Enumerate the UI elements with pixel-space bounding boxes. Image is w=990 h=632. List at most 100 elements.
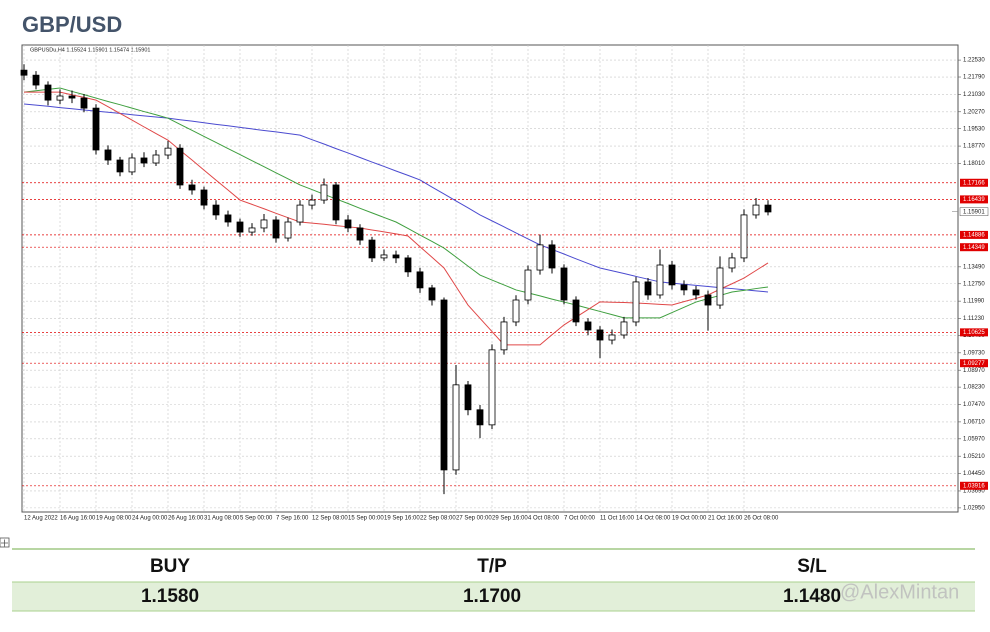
x-tick-label: 21 Oct 16:00 — [708, 516, 743, 522]
candle-body — [164, 147, 172, 156]
candle-body — [236, 221, 244, 233]
candle-body — [428, 287, 436, 301]
candle-body — [344, 219, 352, 229]
x-tick-label: 7 Sep 16:00 — [276, 516, 309, 522]
y-tick-label: 1.02950 — [963, 505, 985, 511]
y-tick-label: 1.06710 — [963, 419, 985, 425]
y-tick-label: 1.21790 — [963, 75, 985, 81]
candle-body — [200, 189, 208, 206]
candle-body — [392, 254, 400, 259]
candle-body — [248, 227, 256, 233]
level-label-box — [960, 178, 988, 187]
candle-body — [464, 384, 472, 411]
level-label-box — [960, 195, 988, 204]
candle-body — [212, 204, 220, 216]
x-tick-label: 4 Oct 08:00 — [528, 516, 560, 522]
candle-body — [188, 184, 196, 191]
y-tick-label: 1.09730 — [963, 350, 985, 356]
candle-body — [308, 199, 316, 206]
candle-body — [440, 299, 448, 471]
candle-body — [500, 321, 508, 351]
candle-body — [404, 257, 412, 273]
x-tick-label: 12 Sep 08:00 — [312, 516, 348, 522]
candle-body — [224, 214, 232, 223]
candle-body — [416, 271, 424, 289]
candle-body — [380, 254, 388, 259]
level-label: 1.14349 — [963, 245, 985, 251]
candle-body — [92, 107, 100, 151]
y-tick-label: 1.21030 — [963, 92, 985, 98]
y-tick-label: 1.11990 — [963, 299, 985, 305]
candle-body — [368, 239, 376, 259]
table-cell: 1.1480 — [783, 586, 841, 607]
y-tick-label: 1.20270 — [963, 109, 985, 115]
last-price-label: 1.15901 — [963, 209, 985, 215]
candle-body — [524, 269, 532, 301]
candle-body — [176, 147, 184, 186]
candle-body — [752, 204, 760, 216]
last-price-box — [959, 207, 989, 216]
level-label-box — [960, 328, 988, 337]
candle-body — [68, 95, 76, 99]
candle-body — [608, 334, 616, 341]
candle-body — [668, 264, 676, 286]
y-tick-label: 1.18010 — [963, 161, 985, 167]
y-tick-label: 1.11230 — [963, 316, 985, 322]
candle-body — [740, 214, 748, 259]
table-header: BUY — [150, 556, 190, 577]
candle-body — [488, 349, 496, 426]
candle-body — [32, 74, 40, 86]
candle-body — [116, 159, 124, 173]
level-label: 1.09277 — [963, 361, 985, 367]
x-tick-label: 14 Oct 08:00 — [636, 516, 671, 522]
move-handle — [0, 537, 10, 548]
candle-body — [356, 227, 364, 241]
level-label: 1.17166 — [963, 180, 985, 186]
y-tick-label: 1.13490 — [963, 264, 985, 270]
candle-body — [104, 149, 112, 161]
table-cell: 1.1580 — [141, 586, 199, 607]
x-tick-label: 15 Sep 00:00 — [348, 516, 384, 522]
x-tick-label: 19 Aug 08:00 — [96, 516, 132, 522]
y-tick-label: 1.05970 — [963, 436, 985, 442]
candle-body — [476, 409, 484, 426]
x-tick-label: 22 Sep 08:00 — [420, 516, 456, 522]
table-header: S/L — [797, 556, 827, 577]
level-label: 1.16439 — [963, 197, 985, 203]
y-tick-label: 1.07470 — [963, 402, 985, 408]
candle-body — [548, 244, 556, 269]
level-label-box — [960, 481, 988, 490]
chart-title: GBP/USD — [22, 12, 122, 37]
y-tick-label: 1.08970 — [963, 368, 985, 374]
candle-body — [140, 157, 148, 164]
candle-body — [728, 257, 736, 269]
table: BUY T/P S/L 1.1580 1.1700 1.1480 — [12, 548, 975, 612]
candle-body — [332, 184, 340, 221]
candle-body — [620, 321, 628, 336]
candle-body — [656, 264, 664, 296]
candle-body — [284, 221, 292, 239]
y-tick-label: 1.18770 — [963, 144, 985, 150]
level-label-box — [960, 359, 988, 368]
candle-body — [80, 97, 88, 109]
table-header: T/P — [477, 556, 507, 577]
y-tick-label: 1.04450 — [963, 471, 985, 477]
moving-average — [23, 103, 769, 293]
level-label: 1.14886 — [963, 232, 985, 238]
candle-body — [320, 184, 328, 201]
x-tick-label: 19 Oct 00:00 — [672, 516, 707, 522]
candle-body — [692, 289, 700, 296]
x-tick-label: 11 Oct 16:00 — [600, 516, 635, 522]
candle-body — [680, 284, 688, 291]
candle-body — [704, 294, 712, 306]
table-cell: 1.1700 — [463, 586, 521, 607]
candle-body — [512, 299, 520, 323]
x-tick-label: 24 Aug 00:00 — [132, 516, 168, 522]
candle-body — [44, 84, 52, 101]
candle-body — [644, 281, 652, 296]
x-tick-label: 29 Sep 16:00 — [492, 516, 528, 522]
candle-body — [536, 244, 544, 271]
moving-average — [23, 87, 769, 319]
